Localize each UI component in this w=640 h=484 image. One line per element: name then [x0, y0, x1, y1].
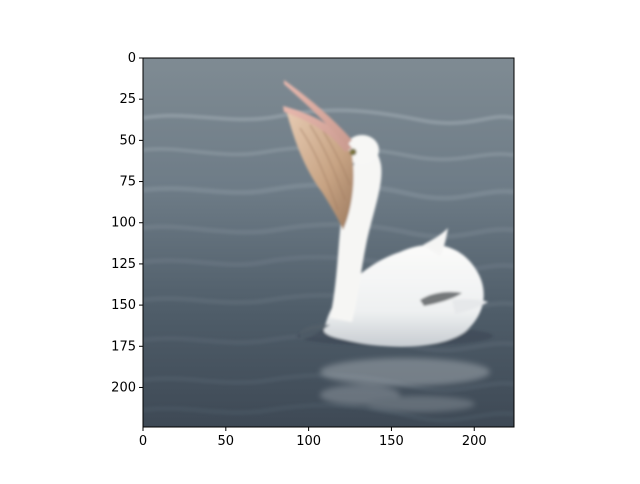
y-tick-label: 125 [111, 257, 136, 272]
pelican [283, 80, 493, 347]
y-tick-label: 25 [119, 92, 136, 107]
pelican-body [323, 244, 484, 347]
axes-frame [142, 57, 515, 428]
y-tick-label: 150 [111, 298, 136, 313]
x-tick-label: 150 [379, 434, 404, 449]
y-tick-label: 100 [111, 216, 136, 231]
y-tick-label: 50 [119, 133, 136, 148]
y-tick-label: 200 [111, 380, 136, 395]
y-tick-label: 0 [128, 51, 136, 66]
pelican-neck [330, 145, 382, 322]
lower-mandible [283, 106, 352, 152]
y-axis: 0 25 50 75 100 125 150 175 200 [111, 51, 143, 395]
x-tick-label: 100 [296, 434, 321, 449]
back-feather-tuft [423, 228, 448, 256]
x-tick-label: 0 [139, 434, 147, 449]
pelican-eye [349, 148, 357, 156]
pelican-photo [143, 58, 514, 427]
upper-mandible [284, 80, 352, 146]
x-axis: 0 50 100 150 200 [139, 427, 487, 449]
y-tick-label: 175 [111, 339, 136, 354]
x-tick-label: 200 [462, 434, 487, 449]
pelican-reflection [320, 358, 490, 412]
x-tick-label: 50 [218, 434, 235, 449]
y-tick-label: 75 [119, 175, 136, 190]
pelican-head [345, 135, 379, 165]
wing-primaries [420, 291, 462, 306]
